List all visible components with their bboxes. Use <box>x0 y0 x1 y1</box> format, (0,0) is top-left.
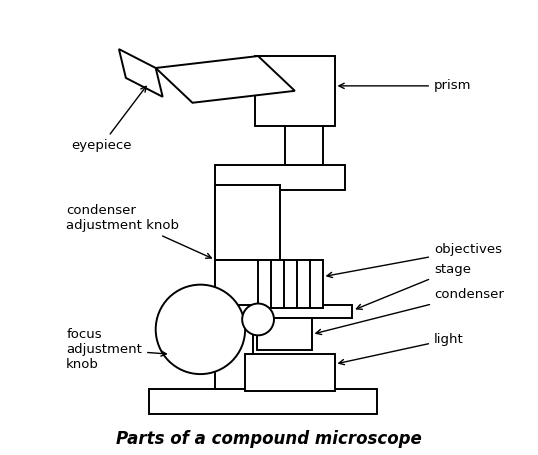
Polygon shape <box>155 56 295 103</box>
Bar <box>215 165 344 190</box>
Text: stage: stage <box>357 263 471 309</box>
Text: light: light <box>339 333 464 365</box>
Polygon shape <box>119 49 162 97</box>
Text: prism: prism <box>339 79 471 92</box>
Bar <box>148 389 377 414</box>
Text: focus
adjustment
knob: focus adjustment knob <box>66 328 166 371</box>
Bar <box>245 354 335 391</box>
Text: condenser
adjustment knob: condenser adjustment knob <box>66 204 211 258</box>
Text: eyepiece: eyepiece <box>71 86 146 152</box>
Bar <box>199 304 352 318</box>
Circle shape <box>242 303 274 335</box>
Text: Parts of a compound microscope: Parts of a compound microscope <box>116 430 422 448</box>
Text: objectives: objectives <box>327 243 502 278</box>
Circle shape <box>155 285 245 374</box>
Bar <box>215 260 280 314</box>
Bar <box>257 318 312 350</box>
Bar <box>215 185 253 389</box>
Bar <box>285 96 323 165</box>
Bar <box>258 260 323 308</box>
Bar <box>255 56 335 126</box>
Text: condenser: condenser <box>316 288 504 334</box>
Bar <box>215 185 280 260</box>
